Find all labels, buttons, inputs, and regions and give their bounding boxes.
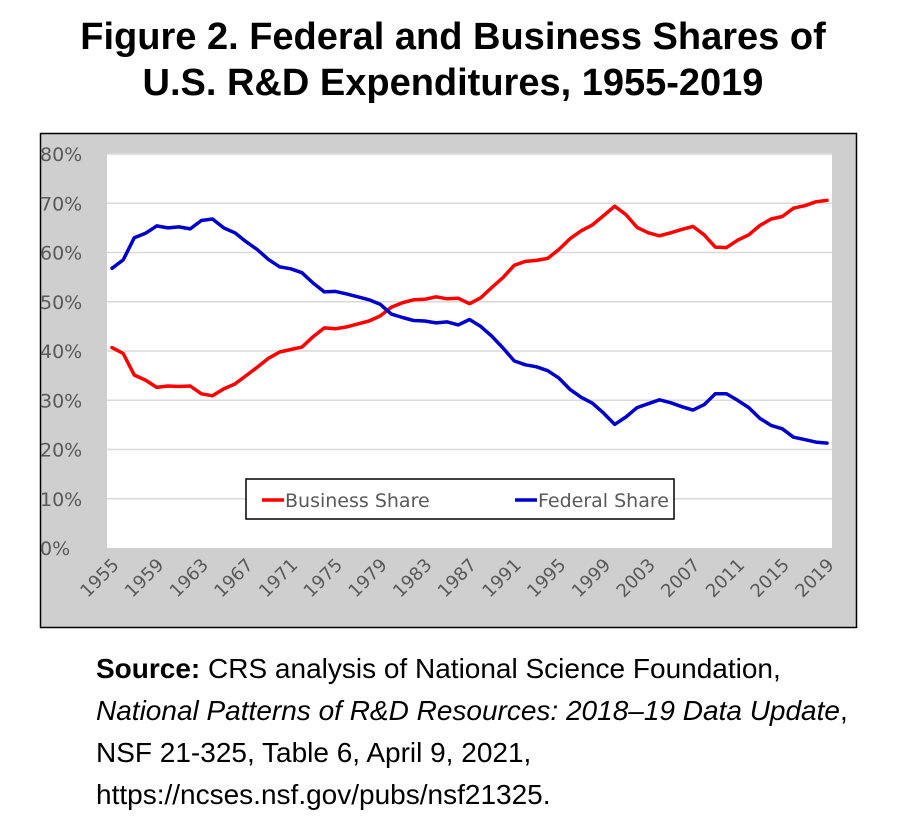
series-line-business-share [110,198,829,398]
y-tick-label: 10% [40,489,82,511]
y-tick-label: 0% [40,538,70,560]
y-tick-label: 40% [40,341,82,363]
source-text-2: , NSF 21-325, Table 6, April 9, 2021, ht… [96,695,848,810]
source-text-1: CRS analysis of National Science Foundat… [200,653,781,684]
line-chart: 0%10%20%30%40%50%60%70%80%19551959196319… [39,132,858,629]
series-line-federal-share [110,217,829,445]
source-label: Source: [96,653,201,684]
source-note: Source: CRS analysis of National Science… [96,648,886,816]
y-tick-label: 60% [40,243,82,265]
figure-title: Figure 2. Federal and Business Shares of… [0,14,906,106]
legend: Business Share Federal Share [245,478,675,520]
y-tick-label: 30% [40,390,82,412]
y-tick-label: 20% [40,440,82,462]
y-tick-label: 80% [40,144,82,166]
title-line-1: Figure 2. Federal and Business Shares of [80,16,826,58]
title-line-2: U.S. R&D Expenditures, 1955-2019 [142,62,764,104]
y-tick-label: 70% [40,193,82,215]
source-publication: National Patterns of R&D Resources: 2018… [96,695,840,726]
legend-label: Federal Share [538,490,669,512]
legend-label: Business Share [285,490,430,512]
y-tick-label: 50% [40,292,82,314]
legend-box [245,478,675,520]
